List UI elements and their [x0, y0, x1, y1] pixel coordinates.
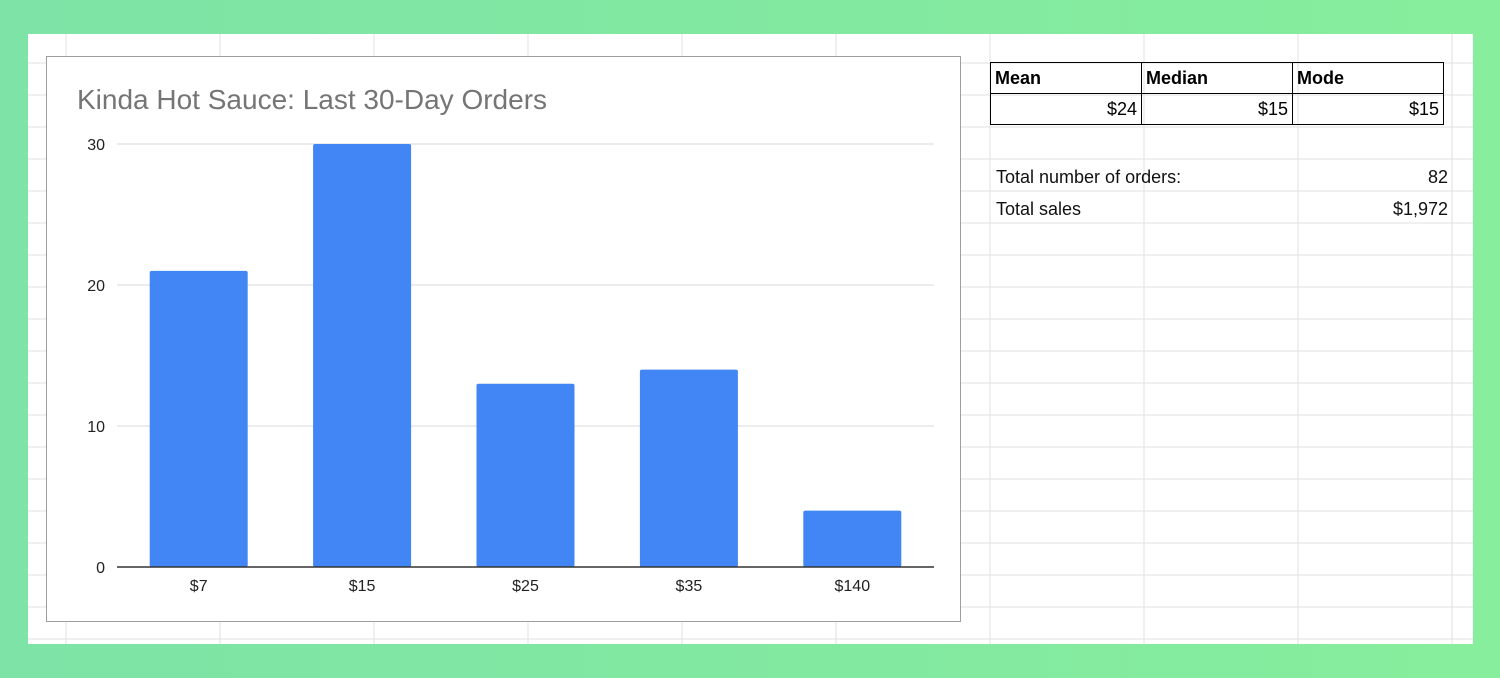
y-tick-label: 20	[87, 278, 105, 295]
x-tick-label: $140	[835, 578, 871, 595]
total-orders-value[interactable]: 82	[1427, 167, 1448, 187]
stats-value-mode[interactable]: $15	[1292, 93, 1444, 125]
x-tick-label: $7	[190, 578, 208, 595]
y-tick-label: 30	[87, 137, 105, 154]
chart-title: Kinda Hot Sauce: Last 30-Day Orders	[77, 84, 547, 115]
stats-table: Mean Median Mode $24 $15 $15	[990, 62, 1444, 125]
total-orders-label[interactable]: Total number of orders:	[996, 167, 1182, 187]
stats-value-median[interactable]: $15	[1141, 93, 1293, 125]
bar[interactable]	[313, 144, 412, 567]
bar[interactable]	[476, 383, 575, 567]
stats-value-row: $24 $15 $15	[990, 93, 1444, 125]
stats-header-mode[interactable]: Mode	[1292, 62, 1444, 94]
total-sales-label[interactable]: Total sales	[996, 199, 1082, 219]
bar-chart[interactable]: Kinda Hot Sauce: Last 30-Day Orders 0 10 20…	[46, 56, 961, 622]
stats-header-median[interactable]: Median	[1141, 62, 1293, 94]
x-tick-label: $25	[512, 578, 539, 595]
bar[interactable]	[149, 270, 248, 567]
y-tick-label: 0	[96, 560, 105, 577]
bar[interactable]	[803, 510, 902, 567]
stats-header-row: Mean Median Mode	[990, 62, 1444, 94]
total-sales-value[interactable]: $1,972	[1392, 199, 1448, 219]
spreadsheet-canvas: Kinda Hot Sauce: Last 30-Day Orders 0 10 20…	[28, 34, 1473, 644]
stats-value-mean[interactable]: $24	[990, 93, 1142, 125]
bar[interactable]	[639, 369, 738, 567]
stats-header-mean[interactable]: Mean	[990, 62, 1142, 94]
x-tick-label: $35	[676, 578, 703, 595]
y-tick-label: 10	[87, 419, 105, 436]
chart-plot: Kinda Hot Sauce: Last 30-Day Orders 0 10 20…	[77, 84, 934, 595]
x-tick-label: $15	[349, 578, 376, 595]
